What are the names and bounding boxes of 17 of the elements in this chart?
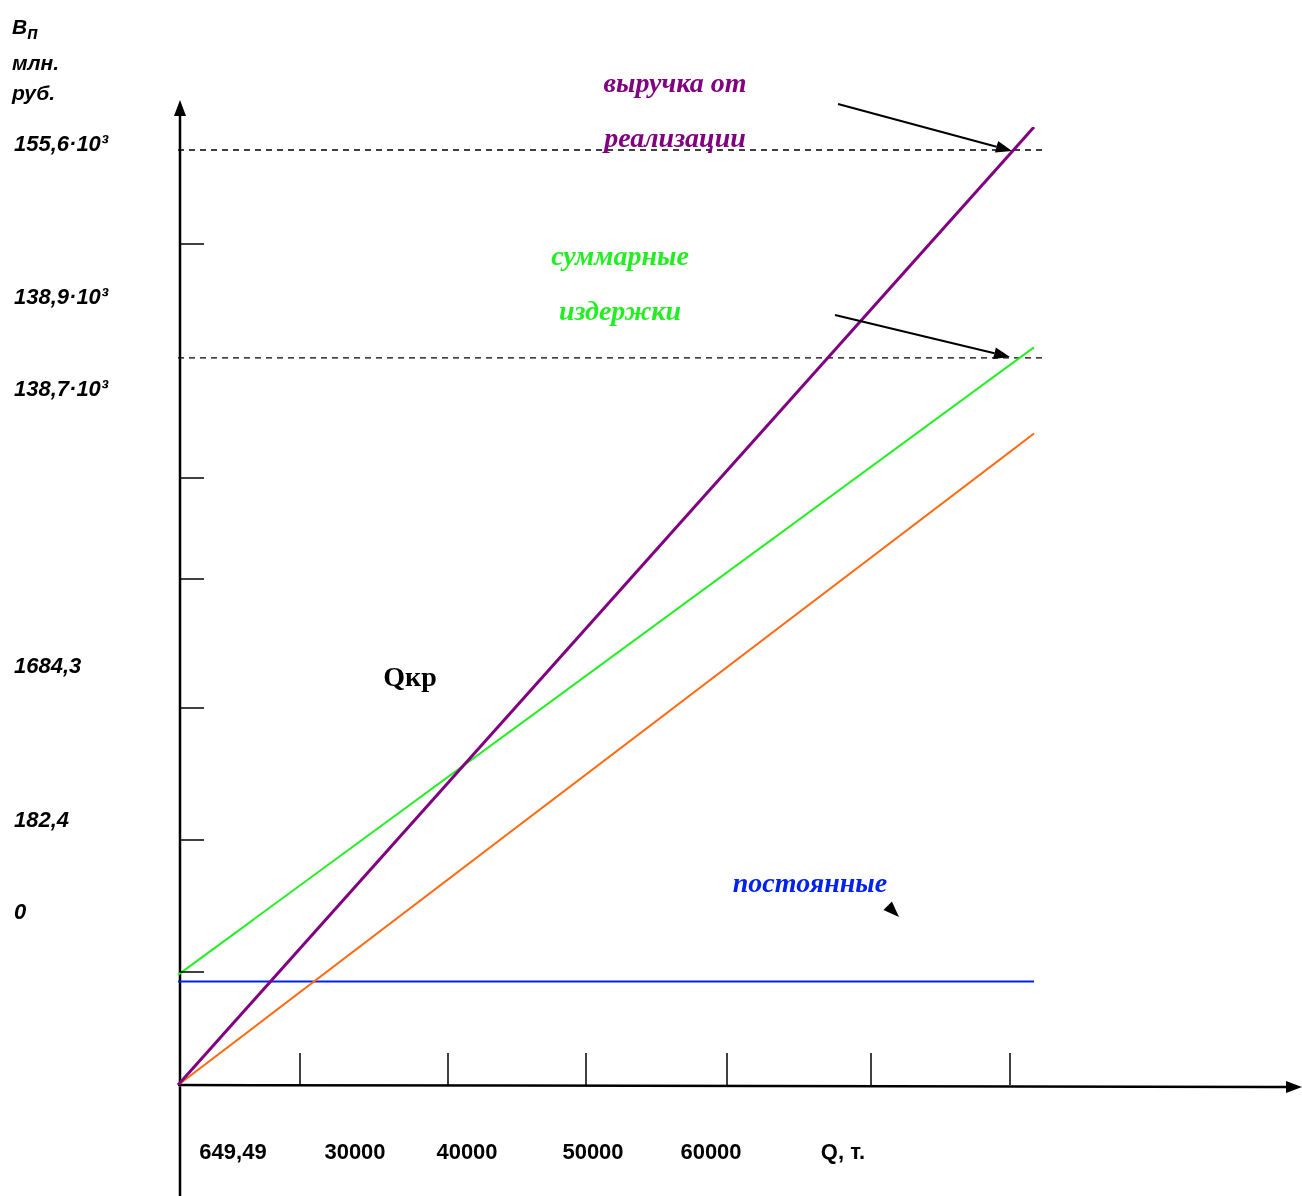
text: 30000 <box>324 1139 386 1164</box>
text: выручка от реализации <box>601 66 748 155</box>
text: 649,49 <box>199 1139 267 1164</box>
text: постоянные <box>731 866 889 900</box>
annotation: 1684,3 <box>14 653 82 678</box>
annotation: 138,7·10³ <box>14 376 109 401</box>
text: суммарные издержки <box>550 239 690 328</box>
annotation: Qкр <box>383 661 437 692</box>
annotation: 138,9·10³ <box>14 284 109 309</box>
text: 50000 <box>562 1139 624 1164</box>
annotation: 182,4 <box>14 807 70 832</box>
x-axis-title: Q, т. <box>820 1139 866 1164</box>
y-axis-title: B$_{п}$ млн. руб. <box>12 14 60 107</box>
text: 60000 <box>680 1139 742 1164</box>
annotation: 0 <box>14 899 27 924</box>
text: 40000 <box>436 1139 498 1164</box>
annotation: 155,6·10³ <box>14 131 109 156</box>
